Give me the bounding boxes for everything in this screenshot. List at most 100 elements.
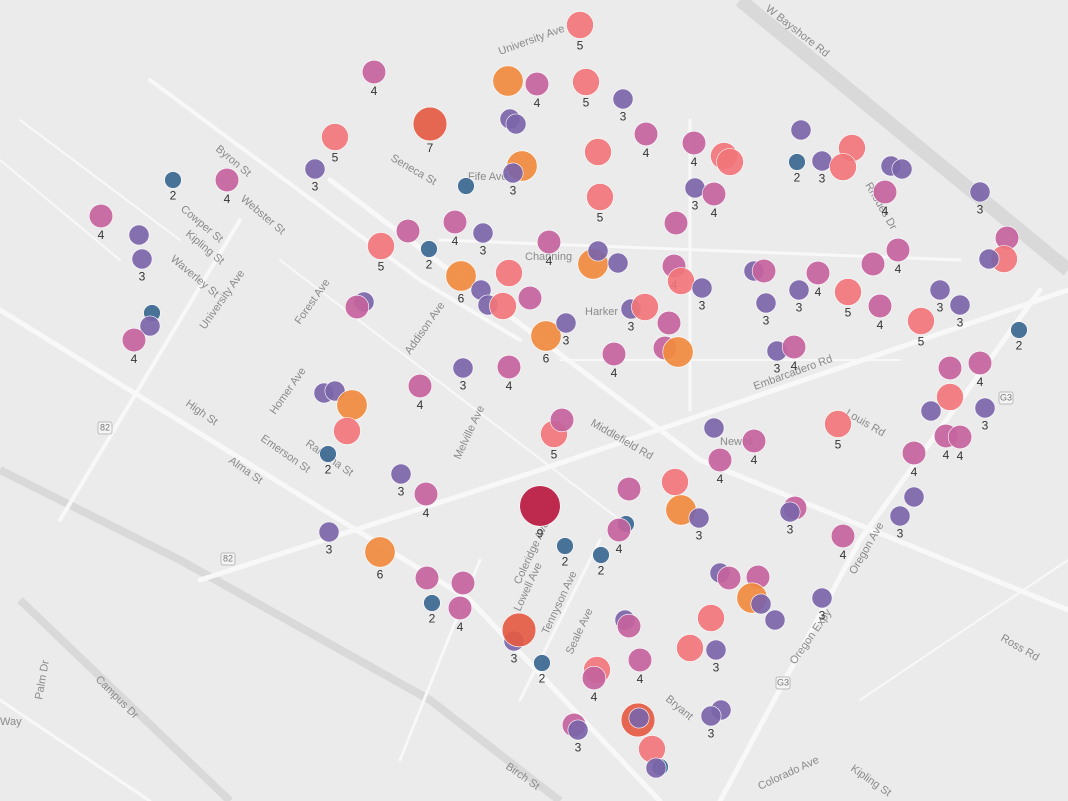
marker <box>607 252 629 274</box>
marker <box>472 222 494 244</box>
marker <box>788 153 806 171</box>
marker-label: 3 <box>819 608 826 622</box>
marker <box>703 417 725 439</box>
road <box>0 698 152 801</box>
street-label: Emerson St <box>258 433 312 476</box>
marker <box>949 294 971 316</box>
marker <box>788 279 810 301</box>
marker-label: 3 <box>957 315 964 329</box>
route-shield <box>97 421 113 435</box>
marker-label: 4 <box>131 352 138 366</box>
marker <box>336 389 368 421</box>
marker <box>627 647 653 673</box>
marker-label: 4 <box>717 472 724 486</box>
marker <box>681 130 707 156</box>
markers: 5445375324434423433453435246434354433523… <box>88 11 1028 779</box>
marker-label: 4 <box>457 620 464 634</box>
street-label: Way <box>0 716 22 728</box>
marker-label: 4 <box>534 96 541 110</box>
marker <box>631 293 659 321</box>
marker <box>929 279 951 301</box>
marker <box>549 407 575 433</box>
marker-label: 4 <box>611 366 618 380</box>
road <box>0 307 663 801</box>
marker-label: 2 <box>1016 339 1023 353</box>
marker <box>947 424 973 450</box>
marker <box>616 613 642 639</box>
marker <box>519 485 561 527</box>
marker <box>805 260 831 286</box>
marker <box>907 307 935 335</box>
marker <box>1010 321 1028 339</box>
road <box>518 538 602 702</box>
marker <box>755 292 777 314</box>
marker-label: 3 <box>819 171 826 185</box>
marker-label: 3 <box>937 300 944 314</box>
marker <box>361 59 387 85</box>
marker <box>691 277 713 299</box>
marker-label: 3 <box>897 526 904 540</box>
marker-label: 2 <box>562 555 569 569</box>
highway <box>0 466 563 801</box>
marker <box>450 570 476 596</box>
street-label: Seneca St <box>389 152 439 188</box>
marker <box>423 594 441 612</box>
marker <box>901 440 927 466</box>
marker-label: 4 <box>423 506 430 520</box>
road <box>717 287 1043 801</box>
marker <box>533 654 551 672</box>
marker <box>867 293 893 319</box>
marker-label: 3 <box>977 202 984 216</box>
marker-label: 4 <box>591 690 598 704</box>
marker <box>586 183 614 211</box>
marker <box>688 507 710 529</box>
marker <box>445 260 477 292</box>
marker-label: 5 <box>551 448 558 462</box>
marker <box>633 121 659 147</box>
marker-label: 2 <box>598 564 605 578</box>
marker <box>121 327 147 353</box>
marker-label: 4 <box>877 318 884 332</box>
marker <box>790 119 812 141</box>
route-number: 82 <box>100 422 110 432</box>
marker-label: 4 <box>224 192 231 206</box>
marker-label: 5 <box>597 211 604 225</box>
marker <box>164 171 182 189</box>
route-number: 82 <box>223 553 233 563</box>
street-label: Homer Ave <box>268 365 309 416</box>
marker-label: 3 <box>460 378 467 392</box>
marker <box>697 604 725 632</box>
street-label: Melville Ave <box>452 404 487 462</box>
marker <box>128 224 150 246</box>
marker-label: 3 <box>628 319 635 333</box>
street-label: Fife Ave <box>468 171 508 183</box>
marker <box>556 537 574 555</box>
marker-label: 3 <box>763 313 770 327</box>
marker <box>414 565 440 591</box>
marker <box>442 209 468 235</box>
marker-label: 4 <box>643 146 650 160</box>
marker <box>524 71 550 97</box>
marker-label: 4 <box>417 398 424 412</box>
highway <box>17 597 233 801</box>
marker <box>612 88 634 110</box>
marker <box>700 705 722 727</box>
marker <box>505 113 527 135</box>
marker-label: 3 <box>699 298 706 312</box>
street-label: Oregon Expy <box>788 607 835 667</box>
marker <box>834 278 862 306</box>
marker-label: 3 <box>575 740 582 754</box>
marker <box>716 148 744 176</box>
marker <box>139 315 161 337</box>
marker-label: 4 <box>957 449 964 463</box>
marker-label: 6 <box>377 567 384 581</box>
marker <box>587 240 609 262</box>
marker <box>492 65 524 97</box>
marker <box>903 486 925 508</box>
marker <box>741 428 767 454</box>
marker-label: 6 <box>458 291 465 305</box>
highway <box>735 0 1068 276</box>
marker <box>663 210 689 236</box>
marker <box>367 232 395 260</box>
